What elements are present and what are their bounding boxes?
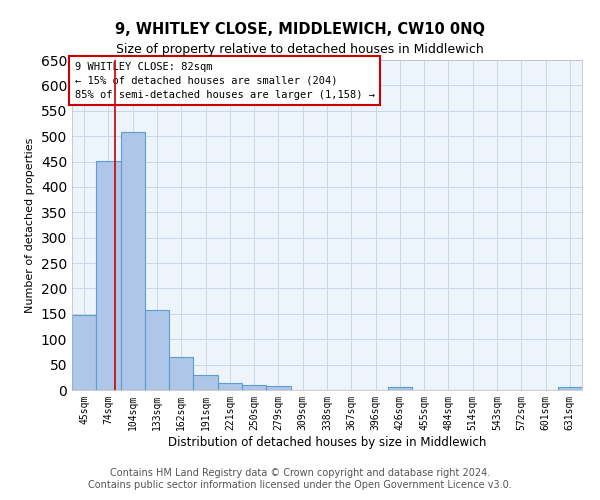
Bar <box>169 357 193 390</box>
Bar <box>388 388 412 390</box>
Text: 9 WHITLEY CLOSE: 82sqm
← 15% of detached houses are smaller (204)
85% of semi-de: 9 WHITLEY CLOSE: 82sqm ← 15% of detached… <box>74 62 374 100</box>
Bar <box>266 386 290 390</box>
Text: 9, WHITLEY CLOSE, MIDDLEWICH, CW10 0NQ: 9, WHITLEY CLOSE, MIDDLEWICH, CW10 0NQ <box>115 22 485 38</box>
Bar <box>558 388 582 390</box>
Bar <box>72 315 96 390</box>
Bar <box>121 132 145 390</box>
Y-axis label: Number of detached properties: Number of detached properties <box>25 138 35 312</box>
Bar <box>218 384 242 390</box>
Bar <box>145 310 169 390</box>
Text: Contains HM Land Registry data © Crown copyright and database right 2024.
Contai: Contains HM Land Registry data © Crown c… <box>88 468 512 490</box>
Bar <box>96 161 121 390</box>
X-axis label: Distribution of detached houses by size in Middlewich: Distribution of detached houses by size … <box>168 436 486 448</box>
Text: Size of property relative to detached houses in Middlewich: Size of property relative to detached ho… <box>116 42 484 56</box>
Bar <box>193 375 218 390</box>
Bar <box>242 385 266 390</box>
